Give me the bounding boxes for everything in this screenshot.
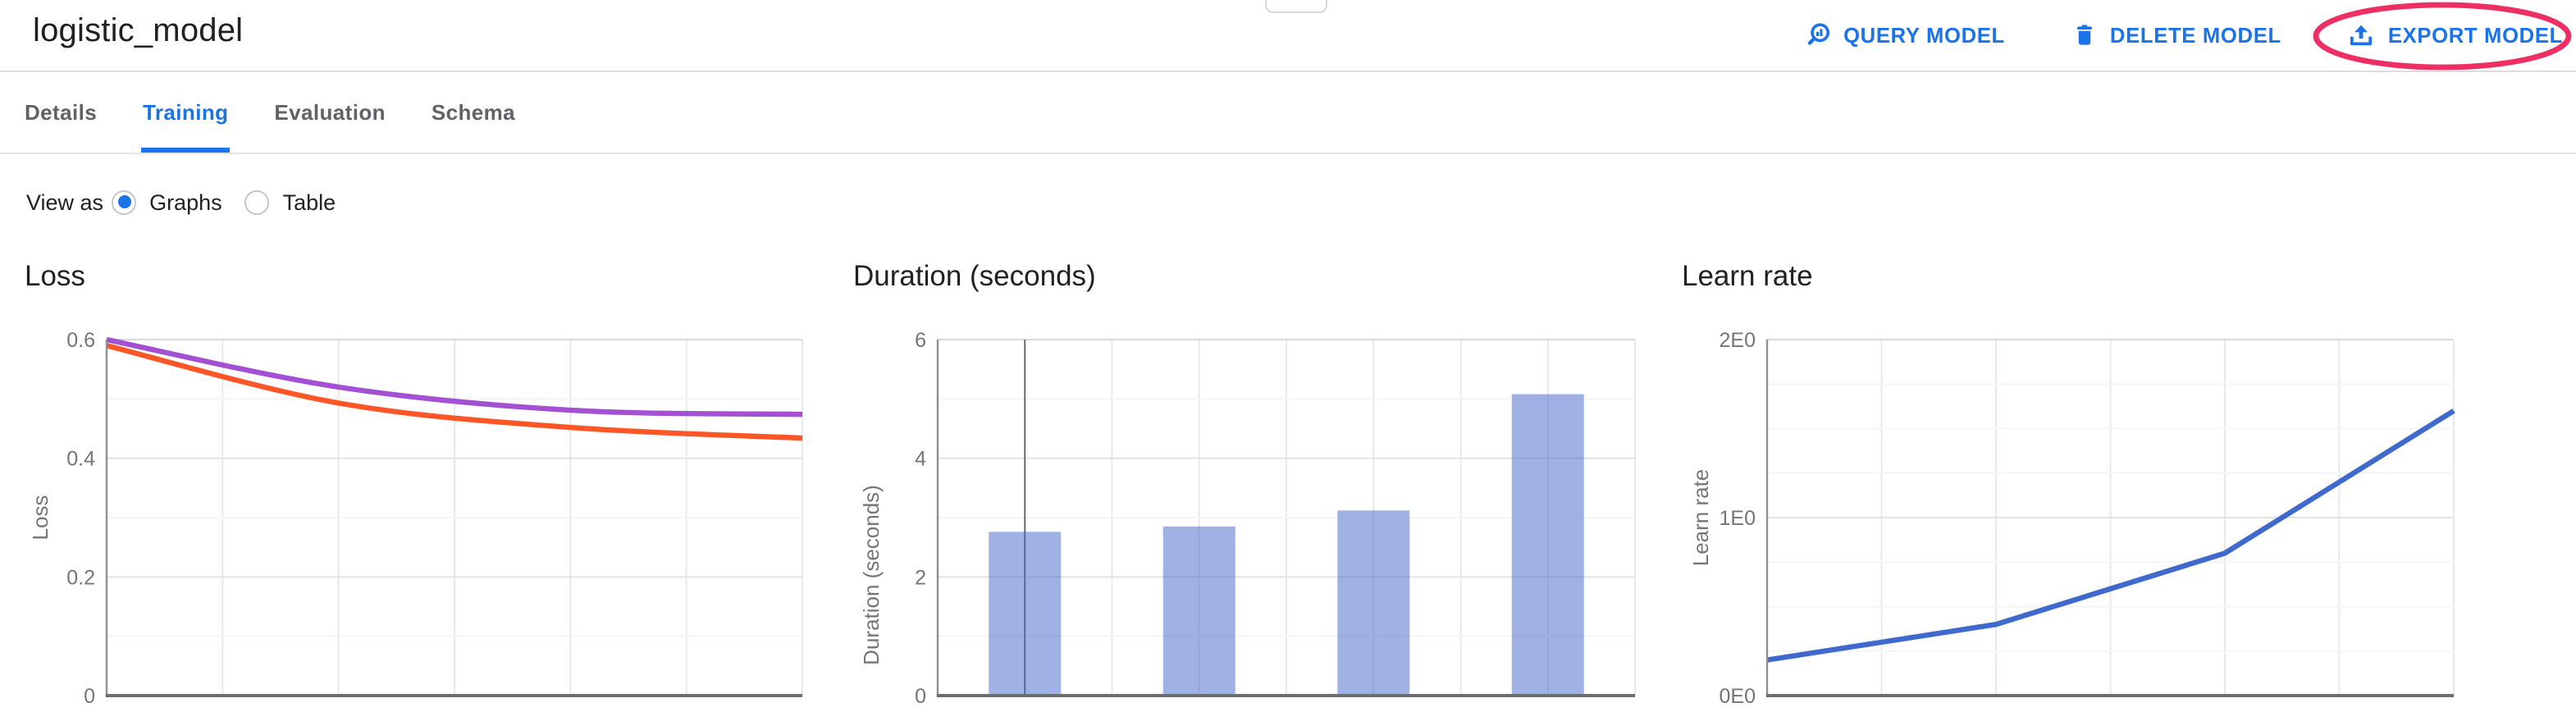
page-title: logistic_model — [33, 13, 244, 49]
duration-bar — [1511, 394, 1584, 696]
delete-model-label: DELETE MODEL — [2109, 23, 2281, 48]
tab-evaluation[interactable]: Evaluation — [272, 72, 387, 153]
learn-rate-line — [1766, 408, 2455, 663]
loss-chart-title: Loss — [25, 259, 85, 292]
view-as-label: View as — [26, 189, 104, 214]
header-divider — [0, 71, 2576, 72]
y-tick-label: 6 — [915, 329, 926, 352]
duration-chart-title: Duration (seconds) — [853, 259, 1096, 292]
radio-unselected-icon[interactable] — [244, 189, 270, 214]
query-magnifier-icon — [1806, 23, 1829, 45]
tab-training-label: Training — [143, 100, 229, 125]
y-tick-label: 0 — [84, 685, 95, 708]
tab-details[interactable]: Details — [23, 72, 98, 153]
y-axis-title: Learn rate — [1688, 469, 1713, 567]
export-model-button[interactable]: EXPORT MODEL — [2347, 21, 2563, 50]
tabs-divider — [0, 153, 2576, 154]
y-tick-label: 0 — [915, 685, 926, 708]
duration-bar — [1337, 510, 1410, 696]
trash-icon — [2076, 25, 2092, 45]
y-tick-label: 2E0 — [1720, 329, 1756, 352]
y-axis-title: Duration (seconds) — [859, 485, 884, 665]
duration-seconds-chart: 0 2 4 6 Duration (seconds) — [859, 329, 1636, 708]
delete-model-button[interactable]: DELETE MODEL — [2071, 21, 2281, 49]
radio-option-graphs[interactable]: Graphs — [112, 189, 222, 214]
learn-rate-chart-title: Learn rate — [1682, 259, 1813, 292]
y-tick-label: 0E0 — [1720, 685, 1756, 708]
tab-underline — [141, 148, 231, 153]
duration-bar — [989, 532, 1062, 696]
y-tick-label: 0.2 — [66, 566, 95, 589]
y-tick-label: 0.4 — [66, 448, 95, 471]
query-model-label: QUERY MODEL — [1843, 23, 2005, 48]
query-model-button[interactable]: QUERY MODEL — [1804, 21, 2005, 49]
loss-series-purple — [106, 336, 803, 418]
learn-rate-chart: 0E0 1E0 2E0 Learn rate — [1688, 329, 2455, 708]
y-tick-label: 1E0 — [1720, 507, 1756, 530]
loss-chart: 0 0.2 0.4 0.6 Loss — [28, 329, 803, 708]
radio-graphs-label: Graphs — [149, 189, 222, 214]
tab-evaluation-label: Evaluation — [274, 100, 386, 125]
loss-series-orange — [106, 343, 803, 441]
radio-table-label: Table — [282, 189, 336, 214]
tab-training[interactable]: Training — [141, 72, 231, 153]
tab-details-label: Details — [25, 100, 98, 125]
y-tick-label: 4 — [915, 448, 926, 471]
top-center-pill — [1265, 0, 1327, 13]
y-tick-label: 0.6 — [66, 329, 95, 352]
radio-selected-icon[interactable] — [112, 189, 137, 214]
tab-schema[interactable]: Schema — [430, 72, 517, 153]
tab-schema-label: Schema — [431, 100, 516, 125]
y-tick-label: 2 — [915, 566, 926, 589]
upload-icon — [2350, 24, 2373, 45]
radio-option-table[interactable]: Table — [244, 189, 336, 214]
duration-bar — [1162, 526, 1235, 696]
view-as-row: View as Graphs Table — [26, 187, 336, 217]
y-axis-title: Loss — [28, 495, 53, 541]
tab-bar: Details Training Evaluation Schema — [23, 72, 517, 153]
header-actions: QUERY MODEL DELETE MODEL EXPORT MODEL — [1804, 0, 2563, 71]
export-model-label: EXPORT MODEL — [2387, 23, 2563, 48]
